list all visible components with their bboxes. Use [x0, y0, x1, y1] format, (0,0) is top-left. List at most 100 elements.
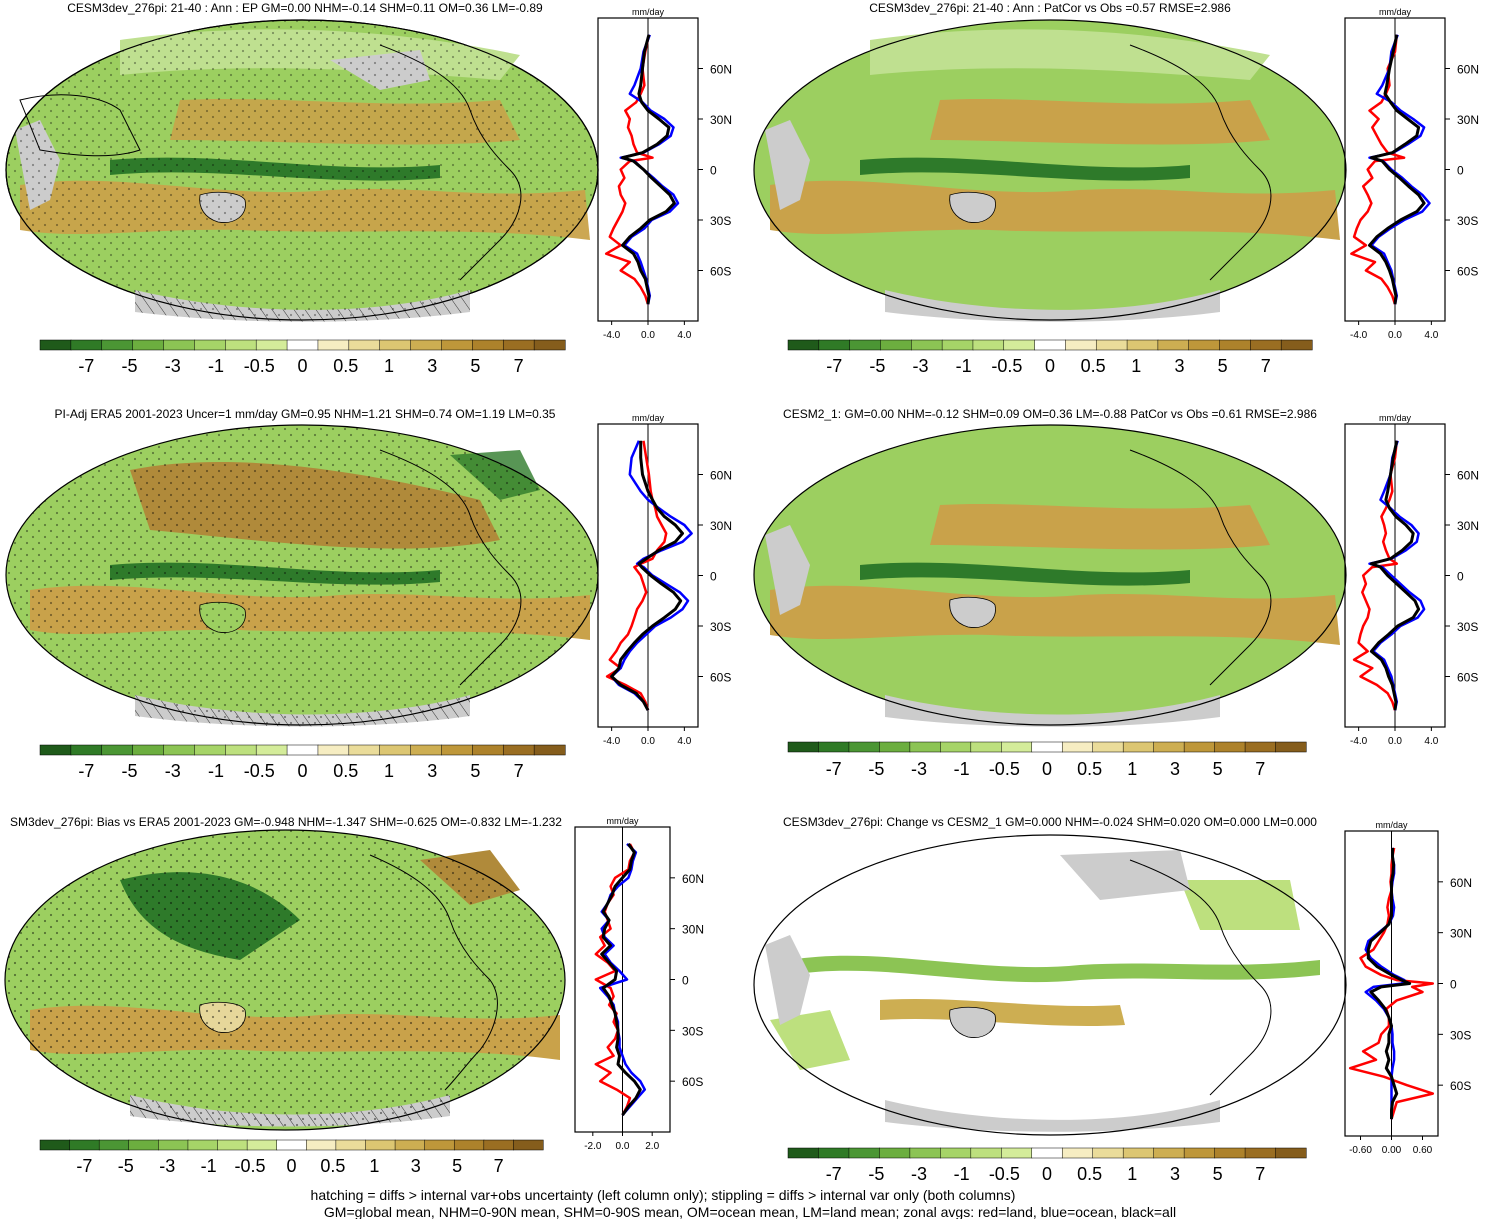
colorbar-label: -3: [911, 759, 927, 779]
colorbar-swatch: [163, 744, 195, 756]
panel-1-colorbar: -7 -5 -3 -1 -0.5 0 0.5 1 3 5 7: [39, 339, 566, 376]
y-tick-label: 30S: [710, 620, 731, 634]
colorbar-label: -7: [78, 356, 94, 376]
panel-3-zonal-profile: mm/day -4.0 0.0 4.0 60N 30N 0 30S 60S: [597, 413, 732, 747]
profile-unit-label: mm/day: [632, 413, 665, 423]
colorbar-swatch: [101, 744, 134, 756]
colorbar-label: -7: [78, 761, 94, 781]
colorbar-label: -1: [208, 356, 224, 376]
zonal-mean-all-line: [1369, 440, 1421, 711]
zonal-mean-land-line: [1352, 440, 1399, 711]
colorbar-label: 0: [1042, 759, 1052, 779]
colorbar-swatch: [1061, 1147, 1094, 1159]
colorbar-swatch: [132, 744, 165, 756]
y-tick-label: 60S: [1457, 671, 1478, 685]
colorbar-label: 5: [470, 761, 480, 781]
colorbar-label: -5: [868, 1164, 884, 1184]
colorbar-swatch: [410, 339, 443, 351]
colorbar-label: 3: [1174, 356, 1184, 376]
zonal-mean-all-line: [600, 843, 642, 1116]
profile-unit-label: mm/day: [1379, 413, 1412, 423]
panel-1-zonal-profile: mm/day -4.0 0.0 4.0 60N 30N 0 30S 60S: [597, 7, 732, 341]
colorbar-label: 3: [1170, 759, 1180, 779]
colorbar-label: -5: [118, 1156, 134, 1176]
colorbar-label: -3: [165, 761, 181, 781]
colorbar-swatch: [513, 1139, 544, 1151]
colorbar-swatch: [379, 744, 412, 756]
panel-5: SM3dev_276pi: Bias vs ERA5 2001-2023 GM=…: [4, 815, 704, 1176]
colorbar-swatch: [70, 744, 103, 756]
x-tick-label: 4.0: [1424, 330, 1438, 341]
colorbar-label: -1: [201, 1156, 217, 1176]
panel-5-title: SM3dev_276pi: Bias vs ERA5 2001-2023 GM=…: [10, 815, 562, 829]
colorbar-swatch: [39, 744, 72, 756]
y-tick-label: 60N: [1457, 469, 1479, 483]
y-tick-label: 60S: [710, 671, 731, 685]
x-tick-label: 4.0: [1424, 736, 1438, 747]
panel-2: CESM3dev_276pi: 21-40 : Ann : PatCor vs …: [753, 1, 1479, 376]
colorbar-swatch: [348, 339, 381, 351]
colorbar-label: -1: [954, 759, 970, 779]
colorbar-swatch: [194, 744, 226, 756]
y-tick-label: 0: [1457, 164, 1464, 178]
colorbar-swatch: [940, 741, 972, 753]
colorbar-swatch: [1092, 741, 1124, 753]
colorbar-label: -3: [911, 1164, 927, 1184]
colorbar-label: 0: [1042, 1164, 1052, 1184]
panel-1-title: CESM3dev_276pi: 21-40 : Ann : EP GM=0.00…: [67, 1, 543, 15]
colorbar-swatch: [1157, 339, 1190, 351]
colorbar-swatch: [472, 339, 504, 351]
colorbar-label: 1: [384, 356, 394, 376]
colorbar-swatch: [410, 744, 443, 756]
colorbar-swatch: [69, 1139, 100, 1151]
colorbar-swatch: [217, 1139, 248, 1151]
colorbar-swatch: [1183, 1147, 1216, 1159]
colorbar-swatch: [970, 741, 1002, 753]
colorbar-swatch: [255, 744, 288, 756]
x-tick-label: 4.0: [677, 330, 691, 341]
colorbar-label: 1: [1127, 759, 1137, 779]
colorbar-swatch: [533, 339, 566, 351]
panel-4: CESM2_1: GM=0.00 NHM=-0.12 SHM=0.09 OM=0…: [753, 407, 1479, 779]
zonal-mean-all-line: [1368, 34, 1426, 305]
colorbar-swatch: [970, 1147, 1002, 1159]
colorbar-label: 7: [1255, 1164, 1265, 1184]
colorbar-swatch: [276, 1139, 307, 1151]
colorbar-label: -5: [122, 356, 138, 376]
colorbar-swatch: [1003, 339, 1036, 351]
y-tick-label: 0: [1450, 978, 1457, 992]
y-tick-label: 30N: [1457, 519, 1479, 533]
footnote-line-2: GM=global mean, NHM=0-90N mean, SHM=0-90…: [324, 1204, 1176, 1219]
colorbar-swatch: [483, 1139, 514, 1151]
colorbar-label: -1: [954, 1164, 970, 1184]
colorbar-label: 5: [1213, 1164, 1223, 1184]
y-tick-label: 60S: [710, 265, 731, 279]
panel-1: CESM3dev_276pi: 21-40 : Ann : EP GM=0.00…: [5, 1, 732, 376]
y-tick-label: 30N: [710, 519, 732, 533]
panel-4-map: [753, 424, 1347, 727]
colorbar-label: 0.5: [320, 1156, 345, 1176]
y-tick-label: 0: [1457, 570, 1464, 584]
colorbar-swatch: [880, 339, 912, 351]
panel-5-colorbar: -7 -5 -3 -1 -0.5 0 0.5 1 3 5 7: [39, 1139, 544, 1176]
colorbar-swatch: [940, 1147, 972, 1159]
colorbar-swatch: [1244, 1147, 1277, 1159]
colorbar-swatch: [1126, 339, 1159, 351]
colorbar-swatch: [225, 744, 257, 756]
colorbar-swatch: [818, 339, 851, 351]
x-tick-label: -4.0: [1350, 736, 1368, 747]
panel-1-map: [5, 19, 599, 322]
colorbar-label: 7: [494, 1156, 504, 1176]
colorbar-swatch: [818, 741, 850, 753]
colorbar-label: 0: [1045, 356, 1055, 376]
colorbar-swatch: [1122, 741, 1155, 753]
colorbar-swatch: [1183, 741, 1216, 753]
colorbar-swatch: [1188, 339, 1221, 351]
colorbar-swatch: [472, 744, 504, 756]
y-tick-label: 0: [682, 974, 689, 988]
colorbar-swatch: [909, 741, 941, 753]
panel-3-colorbar: -7 -5 -3 -1 -0.5 0 0.5 1 3 5 7: [39, 744, 566, 781]
colorbar-swatch: [379, 339, 412, 351]
colorbar-swatch: [787, 1147, 820, 1159]
